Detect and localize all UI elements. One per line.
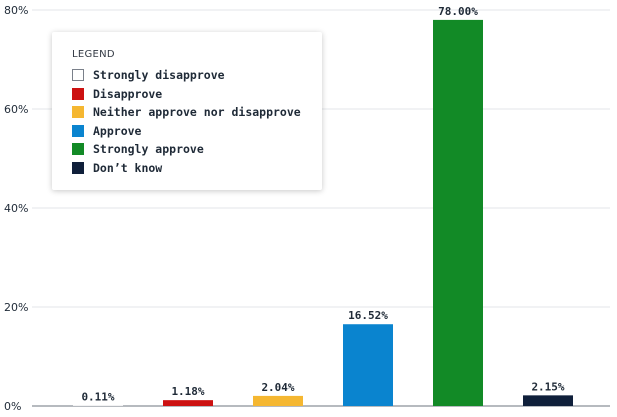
bar[interactable] — [343, 324, 393, 406]
legend-label: Neither approve nor disapprove — [93, 105, 301, 120]
bar[interactable] — [73, 405, 123, 406]
bars — [73, 19, 573, 407]
legend-swatch — [72, 69, 84, 82]
legend-item[interactable]: Strongly disapprove — [72, 66, 301, 85]
bar[interactable] — [523, 395, 573, 406]
bar-value-label: 16.52% — [348, 309, 388, 322]
legend-swatch — [72, 143, 84, 156]
legend-label: Strongly disapprove — [93, 68, 225, 83]
legend-item[interactable]: Don’t know — [72, 159, 301, 178]
bar[interactable] — [433, 19, 483, 407]
bar-value-label: 2.04% — [261, 381, 294, 394]
y-tick-label: 80% — [4, 4, 28, 17]
bar-value-labels: 0.11% 1.18% 2.04% 16.52% 78.00% 2.15% — [81, 5, 564, 404]
bar-value-label: 78.00% — [438, 5, 478, 18]
legend-label: Disapprove — [93, 86, 163, 101]
y-tick-label: 0% — [4, 400, 21, 413]
bar[interactable] — [163, 400, 213, 406]
legend-title: LEGEND — [72, 49, 115, 60]
legend-swatch — [72, 106, 84, 119]
bar[interactable] — [253, 395, 303, 406]
legend-item[interactable]: Approve — [72, 122, 301, 141]
bar-value-label: 1.18% — [171, 385, 204, 398]
y-tick-label: 40% — [4, 202, 28, 215]
legend-swatch — [72, 87, 84, 100]
legend: LEGEND Strongly disapprove Disapprove Ne… — [52, 32, 322, 190]
legend-list: Strongly disapprove Disapprove Neither a… — [72, 66, 301, 177]
legend-label: Approve — [93, 123, 142, 138]
y-tick-label: 20% — [4, 301, 28, 314]
legend-swatch — [72, 161, 84, 174]
legend-item[interactable]: Disapprove — [72, 85, 301, 104]
legend-item[interactable]: Neither approve nor disapprove — [72, 103, 301, 122]
legend-label: Strongly approve — [93, 142, 204, 157]
legend-item[interactable]: Strongly approve — [72, 140, 301, 159]
bar-value-label: 0.11% — [81, 390, 114, 403]
y-axis-ticks: 0% 20% 40% 60% 80% — [4, 4, 28, 413]
y-tick-label: 60% — [4, 103, 28, 116]
legend-label: Don’t know — [93, 160, 163, 175]
legend-swatch — [72, 124, 84, 137]
bar-value-label: 2.15% — [531, 380, 564, 393]
